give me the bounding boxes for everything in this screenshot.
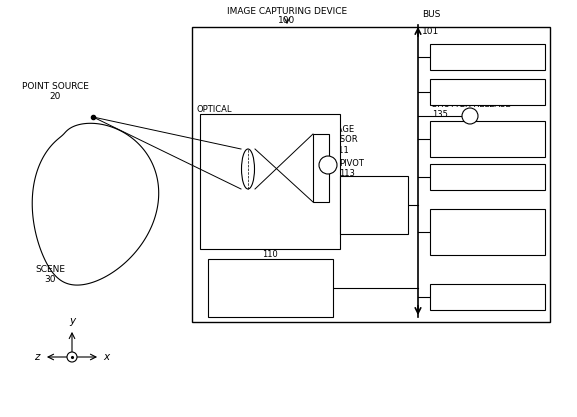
Bar: [430, 79, 545, 105]
Text: SCENE
30: SCENE 30: [35, 265, 65, 284]
Text: z: z: [35, 352, 40, 362]
Bar: [340, 176, 408, 234]
Text: POSITION
SENSOR
120: POSITION SENSOR 120: [354, 180, 394, 210]
Bar: [208, 259, 333, 317]
Text: DISPLAY SCREEN
140: DISPLAY SCREEN 140: [452, 82, 523, 102]
Circle shape: [67, 352, 77, 362]
Ellipse shape: [242, 149, 254, 189]
Text: IMAGE
SENSOR
111: IMAGE SENSOR 111: [324, 125, 358, 155]
Text: SUPER-RESOLUTION
ENGINE
150: SUPER-RESOLUTION ENGINE 150: [445, 124, 530, 154]
Polygon shape: [32, 123, 159, 285]
Bar: [200, 114, 340, 249]
Bar: [192, 27, 550, 322]
Text: 100: 100: [278, 16, 295, 25]
Bar: [430, 121, 545, 157]
Text: 101: 101: [422, 27, 439, 36]
Text: PIVOT
113: PIVOT 113: [339, 159, 364, 178]
Text: LENS
112: LENS 112: [219, 157, 241, 176]
Bar: [430, 284, 545, 310]
Text: OPTICAL
PATH
10: OPTICAL PATH 10: [196, 105, 232, 135]
Text: IMAGE CAPTURING DEVICE: IMAGE CAPTURING DEVICE: [227, 7, 347, 16]
Bar: [430, 209, 545, 255]
Circle shape: [462, 108, 478, 124]
Text: SHUTTER RELEASE
135: SHUTTER RELEASE 135: [432, 100, 511, 119]
Text: INERTIAL SENSOR
130: INERTIAL SENSOR 130: [450, 287, 524, 306]
Text: CAMERA
MODULE
110: CAMERA MODULE 110: [252, 229, 288, 259]
Text: y: y: [69, 316, 75, 326]
Text: x: x: [103, 352, 109, 362]
Text: BUS: BUS: [422, 10, 440, 19]
Bar: [430, 164, 545, 190]
Text: BACK FOCAL
LENGTH
114: BACK FOCAL LENGTH 114: [235, 202, 288, 232]
Bar: [313, 134, 329, 202]
Circle shape: [319, 156, 337, 174]
Text: MODULE
TILT
ACTUATOR
115: MODULE TILT ACTUATOR 115: [248, 263, 293, 303]
Text: OPTICAL IMAGE
STABILIZATION
PROCESSOR
125: OPTICAL IMAGE STABILIZATION PROCESSOR 12…: [455, 212, 520, 252]
Text: STORAGE
145: STORAGE 145: [467, 47, 507, 67]
Text: POINT SOURCE
20: POINT SOURCE 20: [21, 82, 88, 101]
Bar: [430, 44, 545, 70]
Text: PROCESSOR
160: PROCESSOR 160: [462, 167, 514, 187]
